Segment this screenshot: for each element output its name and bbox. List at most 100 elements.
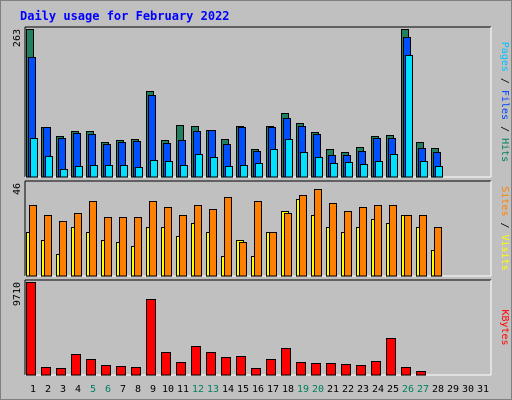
x-tick-label: 16 (252, 384, 264, 395)
side-label-hits: Pages / Files / Hits (499, 42, 510, 162)
x-tick-label: 31 (477, 384, 489, 395)
bar-pages-day-22 (345, 162, 353, 178)
bar-sites-day-8 (134, 217, 142, 277)
bar-pages-day-4 (75, 166, 83, 178)
bar-pages-day-21 (330, 163, 338, 178)
bar-kbytes-day-19 (296, 362, 306, 376)
bar-pages-day-14 (225, 166, 233, 178)
side-label-part: Sites (499, 186, 510, 216)
bar-pages-day-27 (420, 161, 428, 178)
bar-kbytes-day-25 (386, 338, 396, 376)
x-tick-label: 19 (297, 384, 309, 395)
x-tick-label: 26 (402, 384, 414, 395)
bar-sites-day-12 (194, 205, 202, 277)
bar-kbytes-day-15 (236, 356, 246, 376)
bar-sites-day-25 (389, 205, 397, 277)
bar-kbytes-day-1 (26, 282, 36, 376)
bar-sites-day-17 (269, 232, 277, 277)
bar-kbytes-day-26 (401, 367, 411, 376)
x-tick-label: 1 (30, 384, 36, 395)
bar-sites-day-23 (359, 207, 367, 277)
bar-sites-day-18 (284, 213, 292, 277)
bar-pages-day-19 (300, 152, 308, 178)
bar-pages-day-13 (210, 157, 218, 178)
bar-sites-day-24 (374, 205, 382, 277)
bar-sites-day-3 (59, 221, 67, 277)
bar-sites-day-19 (299, 195, 307, 277)
bar-kbytes-day-6 (101, 365, 111, 376)
bar-kbytes-day-9 (146, 299, 156, 376)
bar-sites-day-13 (209, 209, 217, 277)
bar-kbytes-day-16 (251, 368, 261, 376)
bar-kbytes-day-23 (356, 365, 366, 376)
x-tick-label: 8 (135, 384, 141, 395)
bar-kbytes-day-24 (371, 361, 381, 376)
bar-kbytes-day-17 (266, 359, 276, 376)
x-tick-label: 7 (120, 384, 126, 395)
panel-hits: 263 Pages / Files / Hits (12, 26, 510, 178)
bar-kbytes-day-22 (341, 364, 351, 376)
x-tick-label: 10 (162, 384, 174, 395)
bar-sites-day-26 (404, 215, 412, 277)
x-tick-label: 12 (192, 384, 204, 395)
x-tick-label: 17 (267, 384, 279, 395)
y-max-label-hits: 263 (12, 29, 23, 47)
side-label-part: Hits (499, 138, 510, 162)
bar-sites-day-7 (119, 217, 127, 277)
bar-sites-day-16 (254, 201, 262, 277)
bar-sites-day-11 (179, 215, 187, 277)
bar-pages-day-5 (90, 165, 98, 178)
x-tick-label: 29 (447, 384, 459, 395)
bar-kbytes-day-13 (206, 352, 216, 376)
bar-pages-day-11 (180, 165, 188, 178)
side-label-part: / (499, 120, 510, 138)
bar-kbytes-day-11 (176, 362, 186, 376)
bar-sites-day-15 (239, 242, 247, 277)
side-label-visits: Sites / Visits (499, 186, 510, 270)
bar-kbytes-day-21 (326, 363, 336, 376)
bar-pages-day-28 (435, 166, 443, 178)
side-label-part: Visits (499, 235, 510, 271)
bar-pages-day-15 (240, 165, 248, 178)
bar-sites-day-2 (44, 215, 52, 277)
bar-kbytes-day-5 (86, 359, 96, 376)
bar-pages-day-6 (105, 165, 113, 178)
x-tick-label: 28 (432, 384, 444, 395)
bar-kbytes-day-10 (161, 352, 171, 376)
bar-pages-day-7 (120, 165, 128, 178)
bar-pages-day-24 (375, 161, 383, 178)
bar-sites-day-6 (104, 217, 112, 277)
x-tick-label: 21 (327, 384, 339, 395)
x-tick-label: 6 (105, 384, 111, 395)
bar-pages-day-18 (285, 139, 293, 178)
x-tick-label: 13 (207, 384, 219, 395)
bar-sites-day-28 (434, 227, 442, 277)
panel-kbytes-box (25, 280, 491, 375)
bar-sites-day-14 (224, 197, 232, 277)
x-tick-label: 20 (312, 384, 324, 395)
x-axis-labels: 1 2 3 4 5 6 7 8 9 10 11 12 13 14 15 16 17 18 19 20 21 22 23 24 2… (30, 384, 489, 395)
bar-pages-day-9 (150, 160, 158, 178)
side-label-part: KBytes (499, 309, 510, 345)
x-tick-label: 24 (372, 384, 384, 395)
side-label-part: / (499, 72, 510, 90)
panel-kbytes: 9710 KBytes (12, 279, 510, 376)
bar-sites-day-10 (164, 207, 172, 277)
x-tick-label: 5 (90, 384, 96, 395)
x-tick-label: 4 (75, 384, 81, 395)
bar-sites-day-4 (74, 213, 82, 277)
bar-pages-day-23 (360, 164, 368, 178)
bar-kbytes-day-3 (56, 368, 66, 376)
bar-pages-day-2 (45, 156, 53, 178)
bar-pages-day-1 (30, 138, 38, 178)
x-tick-label: 11 (177, 384, 189, 395)
bar-kbytes-day-20 (311, 363, 321, 376)
bar-sites-day-22 (344, 211, 352, 277)
side-label-kbytes: KBytes (499, 309, 510, 345)
x-tick-label: 2 (45, 384, 51, 395)
side-label-part: Files (499, 90, 510, 120)
bar-kbytes-day-18 (281, 348, 291, 376)
bar-pages-day-25 (390, 154, 398, 178)
bar-pages-day-10 (165, 161, 173, 178)
